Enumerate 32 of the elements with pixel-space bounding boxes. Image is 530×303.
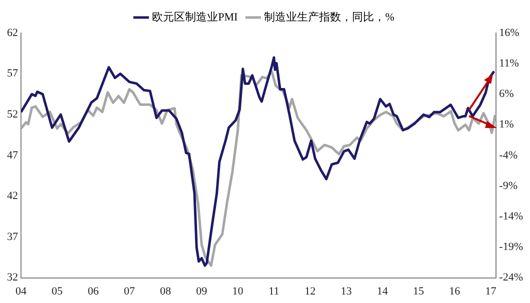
y2-tick-label: 1% (499, 118, 514, 131)
y-tick-label: 32 (7, 272, 18, 284)
y2-tick-label: 6% (499, 88, 514, 100)
x-tick-label: 05 (52, 285, 64, 298)
x-tick-label: 15 (412, 285, 424, 298)
y-tick-label: 52 (7, 108, 18, 120)
y-tick-label: 47 (7, 149, 18, 162)
y-tick-label: 57 (7, 68, 18, 80)
x-tick-label: 14 (376, 285, 388, 298)
x-tick-label: 07 (124, 285, 136, 298)
x-tick-label: 04 (16, 285, 27, 298)
x-tick-label: 09 (196, 285, 208, 298)
legend-label: 欧元区制造业PMI (152, 10, 238, 24)
y-tick-label: 42 (7, 190, 18, 202)
y2-tick-label: 16% (499, 26, 520, 39)
y2-tick-label: -24% (499, 272, 523, 284)
y2-tick-label: -4% (499, 149, 518, 162)
x-tick-label: 06 (88, 285, 100, 298)
x-tick-label: 13 (340, 285, 352, 298)
x-tick-label: 08 (160, 285, 172, 298)
y-tick-label: 37 (7, 230, 18, 243)
x-tick-label: 11 (268, 285, 280, 298)
y-tick-label: 62 (7, 26, 18, 39)
legend-label: 制造业生产指数，同比，% (264, 10, 394, 24)
y2-tick-label: -14% (499, 210, 523, 222)
x-tick-label: 10 (232, 285, 244, 298)
y2-tick-label: -9% (499, 180, 518, 192)
x-tick-label: 12 (304, 285, 316, 298)
x-tick-label: 17 (485, 285, 497, 298)
y2-tick-label: -19% (499, 241, 523, 254)
y2-tick-label: 11% (499, 57, 519, 70)
x-tick-label: 16 (449, 285, 461, 298)
